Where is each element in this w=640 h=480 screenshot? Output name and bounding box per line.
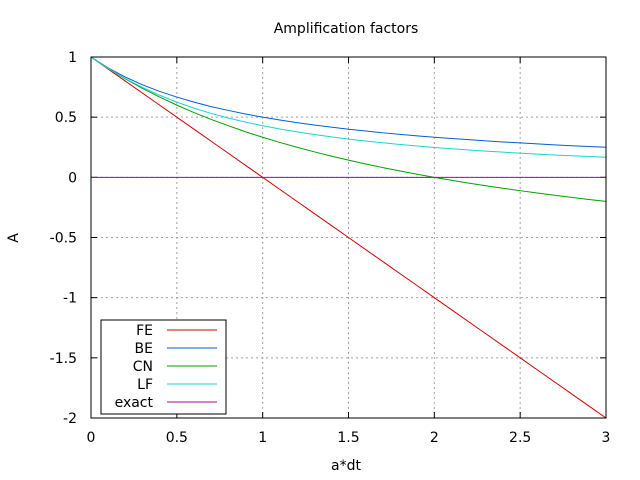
series-line-fe: [90, 56, 607, 419]
x-axis-label: a*dt: [331, 458, 361, 474]
chart-title: Amplification factors: [274, 21, 419, 37]
y-tick-label: -0.5: [50, 231, 77, 247]
y-tick-label: -1: [63, 291, 77, 307]
x-tick-label: 3: [602, 430, 611, 446]
axis-ticks: 0 0.5 1 1.5 2 2.5 3 -2 -1.5 -1 -0.5 0 0.5 1: [50, 50, 611, 446]
x-tick-label: 1: [258, 430, 267, 446]
x-tick-label: 0.5: [166, 430, 188, 446]
legend-label-fe: FE: [136, 323, 153, 339]
series-lines: [90, 56, 607, 419]
legend: FE BE CN LF exact: [100, 319, 227, 415]
series-line-cn: [90, 56, 607, 202]
y-tick-label: -1.5: [50, 351, 77, 367]
legend-label-be: BE: [135, 341, 153, 357]
y-axis-label: A: [6, 233, 22, 243]
x-tick-label: 0: [87, 430, 96, 446]
legend-box: [100, 319, 227, 415]
plot-border: [90, 56, 607, 419]
legend-label-exact: exact: [115, 395, 154, 411]
legend-label-lf: LF: [137, 377, 153, 393]
y-tick-label: 1: [68, 50, 77, 66]
series-line-lf: [90, 56, 607, 158]
x-tick-label: 2.5: [509, 430, 531, 446]
y-tick-label: 0: [68, 170, 77, 186]
series-line-be: [90, 56, 607, 148]
x-tick-label: 1.5: [337, 430, 359, 446]
legend-label-cn: CN: [133, 359, 153, 375]
y-tick-label: 0.5: [55, 110, 77, 126]
y-tick-label: -2: [63, 411, 77, 427]
x-tick-label: 2: [430, 430, 439, 446]
